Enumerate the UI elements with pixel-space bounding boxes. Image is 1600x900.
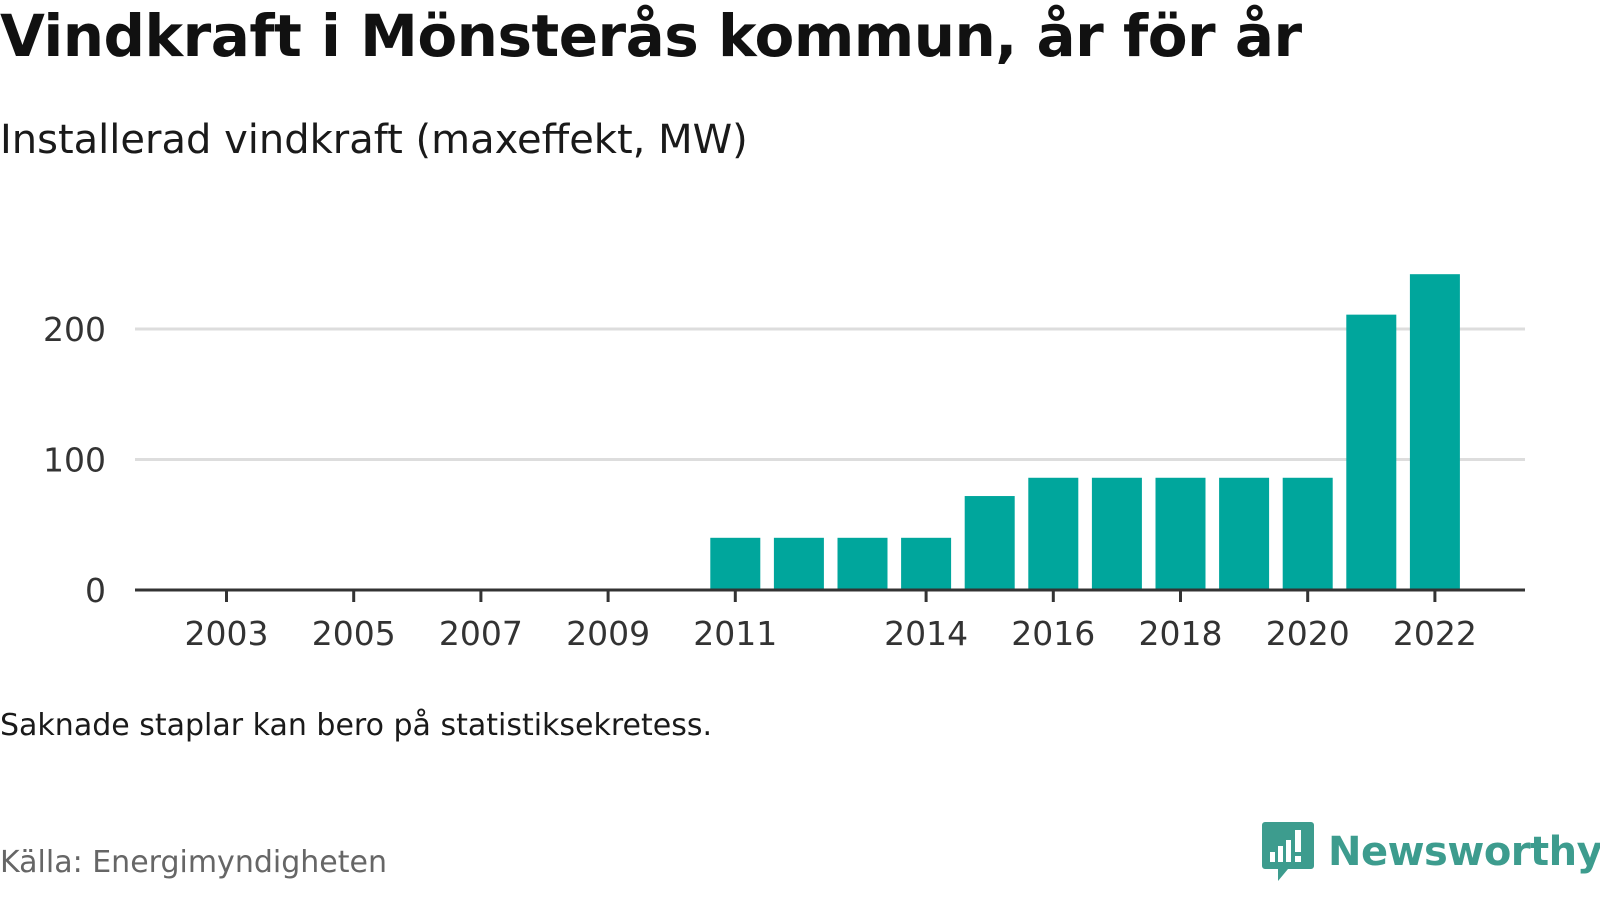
x-axis: [135, 588, 1525, 602]
y-tick-label: 100: [43, 441, 106, 480]
x-tick-label: 2016: [1011, 614, 1095, 653]
bar-2020[interactable]: [1282, 477, 1333, 590]
bar-2022[interactable]: [1409, 274, 1460, 590]
x-tick-label: 2009: [566, 614, 650, 653]
x-tick-label: 2005: [312, 614, 396, 653]
source-credit: Källa: Energimyndigheten: [0, 845, 387, 880]
chart-title: Vindkraft i Mönsterås kommun, år för år: [0, 2, 1302, 70]
y-tick-labels: 0 100 200: [43, 310, 106, 610]
bar-2014[interactable]: [901, 537, 952, 590]
y-tick-label: 0: [85, 571, 106, 610]
bar-2012[interactable]: [773, 537, 824, 590]
chart-subtitle: Installerad vindkraft (maxeffekt, MW): [0, 117, 748, 163]
bar-2016[interactable]: [1028, 477, 1079, 590]
x-tick-label: 2020: [1266, 614, 1350, 653]
x-tick-labels: 2003 2005 2007 2009 2011 2014 2016 2018 2020 2022: [185, 614, 1477, 653]
x-tick-label: 2011: [693, 614, 777, 653]
x-tick-label: 2018: [1139, 614, 1223, 653]
brand-logo[interactable]: Newsworthy: [1262, 822, 1600, 882]
x-tick-label: 2003: [185, 614, 269, 653]
bars: [710, 274, 1460, 590]
bar-2011[interactable]: [710, 537, 761, 590]
newsworthy-logo-icon: [1262, 822, 1314, 881]
bar-2019[interactable]: [1219, 477, 1270, 590]
x-tick-label: 2007: [439, 614, 523, 653]
bar-chart: 0 100 200 2003 2005 2007 2009 2011 2014 2016 2018…: [43, 274, 1525, 653]
bar-2017[interactable]: [1091, 477, 1142, 590]
chart-note: Saknade staplar kan bero på statistiksek…: [0, 708, 713, 743]
brand-name: Newsworthy: [1328, 829, 1600, 875]
bar-2018[interactable]: [1155, 477, 1206, 590]
bar-2015[interactable]: [964, 496, 1015, 590]
x-tick-label: 2014: [884, 614, 968, 653]
x-tick-label: 2022: [1393, 614, 1477, 653]
bar-2021[interactable]: [1346, 314, 1397, 590]
bar-2013[interactable]: [837, 537, 888, 590]
grid-lines: [135, 327, 1525, 461]
y-tick-label: 200: [43, 310, 106, 349]
